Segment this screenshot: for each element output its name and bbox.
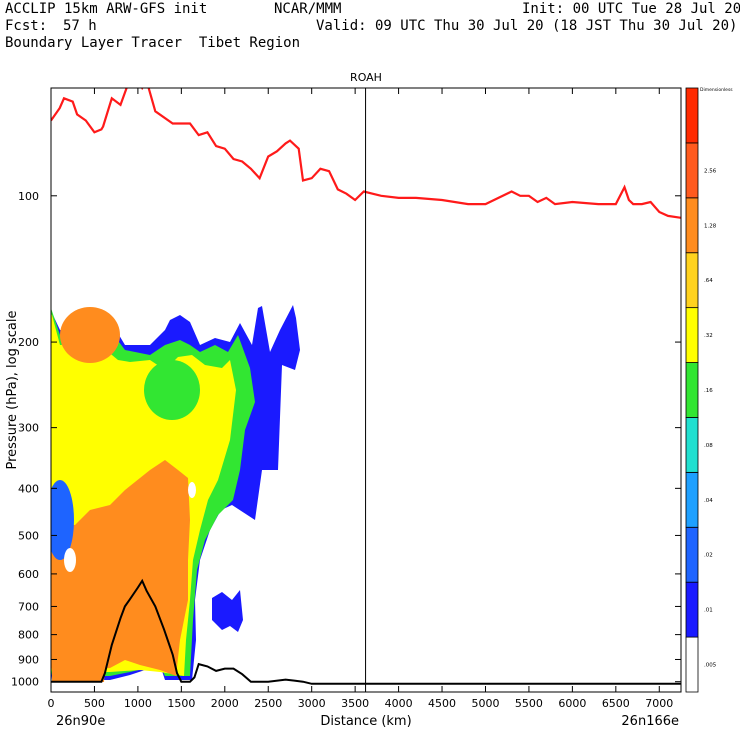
- y-tick-label: 600: [18, 568, 39, 581]
- y-axis-label: Pressure (hPa), log scale: [5, 311, 20, 470]
- profile-lines: [51, 88, 681, 692]
- colorbar-label: .08: [704, 443, 713, 449]
- colorbar-label: 2.56: [704, 168, 717, 174]
- colorbar-label: .01: [704, 608, 713, 614]
- colorbar-segment: [685, 87, 699, 144]
- tracer-fill: [51, 305, 300, 682]
- y-tick-label: 900: [18, 653, 39, 666]
- y-tick-label: 200: [18, 336, 39, 349]
- subtitle: Boundary Layer Tracer Tibet Region: [5, 35, 301, 51]
- colorbar-segment: [685, 252, 699, 309]
- x-tick-label: 0: [48, 697, 55, 710]
- colorbar-segment: [685, 362, 699, 418]
- x-tick-label: 2000: [211, 697, 239, 710]
- colorbar-label: .04: [704, 498, 713, 504]
- x-tick-label: 3000: [298, 697, 326, 710]
- tracer-band: [60, 307, 120, 363]
- terrain-line: [51, 578, 681, 685]
- plot-frame: [50, 87, 682, 693]
- fcst-label: Fcst:: [5, 18, 48, 34]
- colorbar-label: .64: [704, 278, 713, 284]
- tracer-band: [144, 360, 200, 420]
- right-endpoint-label: 26n166e: [621, 714, 679, 729]
- tracer-band: [52, 640, 106, 682]
- y-tick-label: 500: [18, 529, 39, 542]
- tracer-band: [212, 590, 243, 632]
- y-tick-label: 800: [18, 629, 39, 642]
- x-tick-label: 4000: [385, 697, 413, 710]
- axes: 0 500 1000 1500 2000 2500 3000 3500 4000 4500 5000…: [11, 88, 681, 710]
- colorbar-title: Dimensionless: [700, 87, 733, 93]
- x-tick-label: 5000: [471, 697, 499, 710]
- x-tick-label: 3500: [341, 697, 369, 710]
- y-tick-label: 400: [18, 482, 39, 495]
- tracer-band: [188, 482, 196, 498]
- colorbar-segment: [685, 307, 699, 363]
- valid-time: Valid: 09 UTC Thu 30 Jul 20 (18 JST Thu …: [316, 18, 738, 34]
- tracer-band: [51, 480, 74, 560]
- y-tick-label: 100: [18, 190, 39, 203]
- colorbar-label: .32: [704, 333, 713, 339]
- x-tick-label: 7000: [645, 697, 673, 710]
- org-label: NCAR/MMM: [274, 1, 342, 17]
- colorbar-segment: [685, 471, 699, 528]
- x-tick-label: 6000: [558, 697, 586, 710]
- tropopause-line: [51, 88, 681, 219]
- chart-title: ROAH: [350, 71, 382, 84]
- y-tick-label: 300: [18, 422, 39, 435]
- x-tick-label: 6500: [602, 697, 630, 710]
- x-tick-label: 4500: [428, 697, 456, 710]
- colorbar-label: .16: [704, 388, 713, 394]
- colorbar-label: 1.28: [704, 223, 717, 229]
- x-tick-label: 1500: [167, 697, 195, 710]
- colorbar-segment: [685, 417, 699, 473]
- colorbar: Dimensionless .005 .01 .02 .04 .08 .16 .32 .64 1.…: [685, 87, 733, 693]
- tracer-band: [64, 548, 76, 572]
- colorbar-label: .005: [704, 663, 717, 669]
- colorbar-segment: [685, 197, 699, 254]
- colorbar-label: .02: [704, 553, 713, 559]
- init-time: Init: 00 UTC Tue 28 Jul 20: [522, 1, 740, 17]
- y-tick-label: 1000: [11, 676, 39, 689]
- fcst-value: 57 h: [63, 18, 97, 34]
- x-tick-label: 5500: [515, 697, 543, 710]
- x-tick-label: 500: [84, 697, 105, 710]
- colorbar-segment: [685, 142, 699, 199]
- x-axis-label: Distance (km): [320, 714, 411, 729]
- tracer-band: [51, 460, 190, 676]
- x-tick-label: 2500: [254, 697, 282, 710]
- x-tick-label: 1000: [124, 697, 152, 710]
- left-endpoint-label: 26n90e: [56, 714, 105, 729]
- model-title: ACCLIP 15km ARW-GFS init: [5, 1, 208, 17]
- colorbar-segment: [685, 636, 699, 693]
- colorbar-segment: [685, 581, 699, 638]
- colorbar-segment: [685, 526, 699, 583]
- y-tick-label: 700: [18, 600, 39, 613]
